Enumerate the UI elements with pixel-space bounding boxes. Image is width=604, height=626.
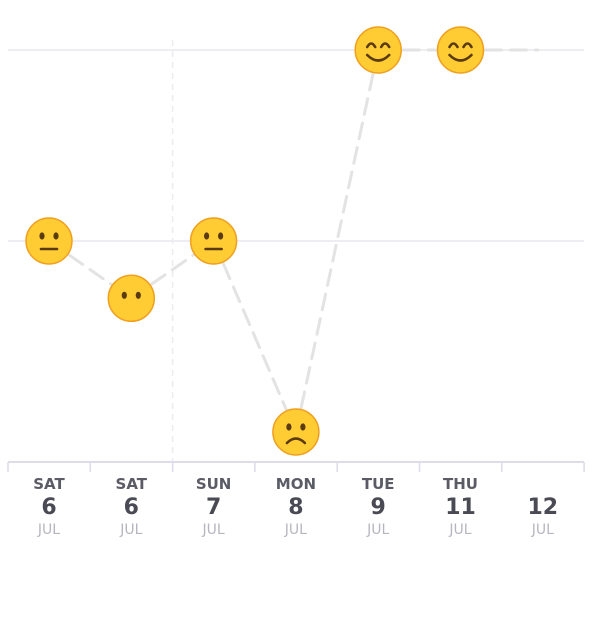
- x-label-weekday: SAT: [33, 475, 65, 493]
- eye: [286, 423, 292, 431]
- x-label-day-number: 9: [371, 495, 386, 520]
- x-label-weekday: SAT: [116, 475, 148, 493]
- x-label-month: JUL: [531, 522, 554, 538]
- eye: [121, 291, 127, 299]
- eye: [365, 42, 377, 49]
- eye: [204, 232, 210, 240]
- mood-point-sad-face-icon: [272, 408, 320, 456]
- face-disc: [107, 274, 156, 323]
- x-label-month: JUL: [37, 522, 60, 538]
- x-label-day-number: 7: [206, 495, 221, 520]
- x-label-weekday: MON: [276, 475, 316, 493]
- face-disc: [25, 217, 73, 265]
- eye: [300, 423, 306, 431]
- face-disc: [436, 26, 485, 74]
- x-label-weekday: SUN: [196, 475, 232, 493]
- eye: [135, 291, 141, 299]
- mouth: [285, 437, 307, 445]
- x-label-month: JUL: [202, 522, 225, 538]
- x-label-day-number: 6: [41, 495, 56, 520]
- mouth: [448, 53, 473, 62]
- x-label-day-number: 12: [527, 495, 558, 520]
- mood-point-blank-face-icon: [107, 274, 156, 323]
- x-label-month: JUL: [448, 522, 471, 538]
- x-label-day-number: 8: [288, 495, 303, 520]
- mood-point-happy-face-icon: [354, 26, 402, 74]
- eye: [53, 232, 59, 240]
- x-label-weekday: THU: [443, 475, 478, 493]
- x-label-day-number: 11: [445, 495, 476, 520]
- eye: [379, 42, 391, 49]
- x-label-weekday: TUE: [362, 475, 395, 493]
- face-disc: [354, 26, 402, 74]
- x-label-month: JUL: [366, 522, 389, 538]
- eye: [448, 42, 459, 49]
- mood-line-segment: [212, 239, 298, 434]
- mood-point-neutral-face-icon: [25, 217, 73, 265]
- mood-point-happy-face-icon: [436, 26, 485, 74]
- face-disc: [189, 217, 238, 265]
- x-label-month: JUL: [284, 522, 307, 538]
- x-label-day-number: 6: [124, 495, 139, 520]
- eye: [462, 42, 473, 49]
- face-disc: [272, 408, 320, 456]
- mood-point-neutral-face-icon: [189, 217, 238, 265]
- x-label-month: JUL: [119, 522, 142, 538]
- mouth: [365, 53, 391, 62]
- eye: [218, 232, 224, 240]
- mood-line-segment: [294, 48, 380, 434]
- eye: [39, 232, 45, 240]
